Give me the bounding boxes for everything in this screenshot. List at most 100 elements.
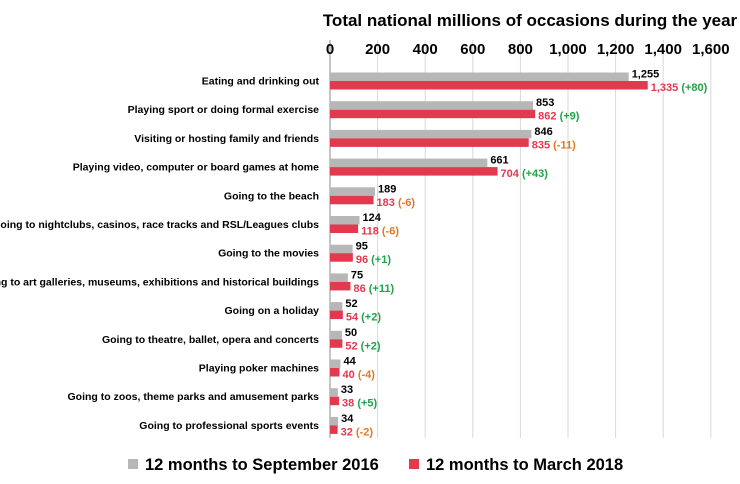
value-label-2018: 835 (-11) [532,139,576,151]
bar-2016 [330,359,341,368]
bar-2016 [330,158,488,168]
bar-2016 [330,72,629,81]
x-axis-ticks: 0 200 400 600 800 1,000 1,200 1,400 1,600 [326,41,730,58]
bar-2018 [330,195,374,205]
change-value: (+2) [361,312,381,324]
value-2018: 54 [346,312,361,324]
change-value: (+5) [357,398,377,410]
legend-label-2016: 12 months to September 2016 [145,456,379,474]
change-value: (+9) [560,111,580,123]
bar-2018 [330,281,351,291]
category-label: Visiting or hosting family and friends [134,133,319,145]
value-2018: 704 [501,168,522,180]
value-2018: 862 [538,111,559,123]
value-label-2018: 32 (-2) [341,426,374,438]
value-label-2018: 96 (+1) [356,254,392,266]
value-label-2018: 52 (+2) [345,340,381,352]
bar-2018 [330,253,353,262]
x-tick-label: 800 [508,41,533,58]
value-label-2016: 44 [343,356,356,368]
bar-2018 [330,138,529,147]
category-label: Eating and drinking out [202,76,320,88]
value-label-2016: 95 [356,241,368,253]
value-2018: 86 [353,283,368,295]
value-label-2016: 124 [363,212,382,224]
change-value: (+2) [361,340,381,352]
bar-2016 [330,129,532,139]
bar-2016 [330,216,360,225]
bars [330,72,648,434]
bar-2016 [330,330,342,340]
x-tick-label: 400 [413,41,438,58]
value-label-2018: 38 (+5) [342,398,378,410]
change-value: (-4) [358,369,375,381]
value-label-2018: 86 (+11) [353,283,394,295]
bar-2018 [330,167,498,176]
category-label: Going to the beach [224,190,319,202]
category-label: Going to zoos, theme parks and amusement… [68,391,320,403]
bar-2016 [330,273,348,282]
bar-2018 [330,109,536,119]
bar-2018 [330,396,340,406]
change-value: (+43) [522,168,548,180]
x-tick-label: 1,400 [644,41,682,58]
category-label: Playing sport or doing formal exercise [128,104,320,116]
change-value: (-6) [382,226,399,238]
change-value: (-11) [553,139,576,151]
bar-2016 [330,101,534,110]
value-label-2016: 34 [341,413,354,425]
value-label-2016: 846 [534,126,552,138]
value-label-2018: 40 (-4) [343,369,376,381]
category-label: Playing poker machines [199,363,319,375]
value-label-2016: 75 [351,269,363,281]
value-2018: 835 [532,139,553,151]
x-tick-label: 200 [365,41,390,58]
legend: 12 months to September 2016 12 months to… [128,456,623,474]
value-label-2018: 183 (-6) [377,197,416,209]
value-label-2018: 118 (-6) [361,226,399,238]
chart-title: Total national millions of occasions dur… [323,11,738,30]
value-2018: 38 [342,398,357,410]
value-label-2016: 50 [345,327,357,339]
legend-swatch-2018 [409,459,419,469]
category-label: Going to professional sports events [139,420,319,432]
value-label-2018: 704 (+43) [501,168,549,180]
bar-2016 [330,302,343,311]
change-value: (-6) [398,197,415,209]
change-value: (+11) [369,283,395,295]
value-label-2016: 1,255 [632,69,660,81]
category-labels: Eating and drinking out Playing sport or … [0,76,319,432]
value-label-2018: 1,335 (+80) [651,82,708,94]
x-tick-label: 1,600 [692,41,730,58]
bar-2016 [330,416,339,426]
bar-2018 [330,81,648,90]
bar-2018 [330,368,340,377]
bar-2018 [330,224,359,233]
value-2018: 96 [356,254,371,266]
x-tick-label: 600 [460,41,485,58]
bar-2016 [330,244,353,254]
value-label-2016: 33 [341,384,353,396]
value-2018: 1,335 [651,82,682,94]
category-label: Going to the movies [218,248,319,260]
category-label: Going to nightclubs, casinos, race track… [0,219,319,231]
value-label-2018: 862 (+9) [538,111,580,123]
value-2018: 118 [361,226,382,238]
category-label: Going to theatre, ballet, opera and conc… [102,334,319,346]
bar-2018 [330,310,343,320]
bar-2018 [330,339,343,348]
legend-label-2018: 12 months to March 2018 [426,456,623,474]
x-tick-label: 1,000 [549,41,587,58]
bar-2018 [330,425,338,434]
value-label-2016: 52 [345,298,357,310]
change-value: (-2) [356,426,373,438]
gridlines [329,40,712,438]
category-label: Going to art galleries, museums, exhibit… [0,276,319,288]
value-2018: 32 [341,426,356,438]
category-label: Going on a holiday [225,305,320,317]
bar-2016 [330,388,338,397]
change-value: (+80) [681,82,707,94]
value-label-2016: 853 [536,97,554,109]
change-value: (+1) [371,254,391,266]
